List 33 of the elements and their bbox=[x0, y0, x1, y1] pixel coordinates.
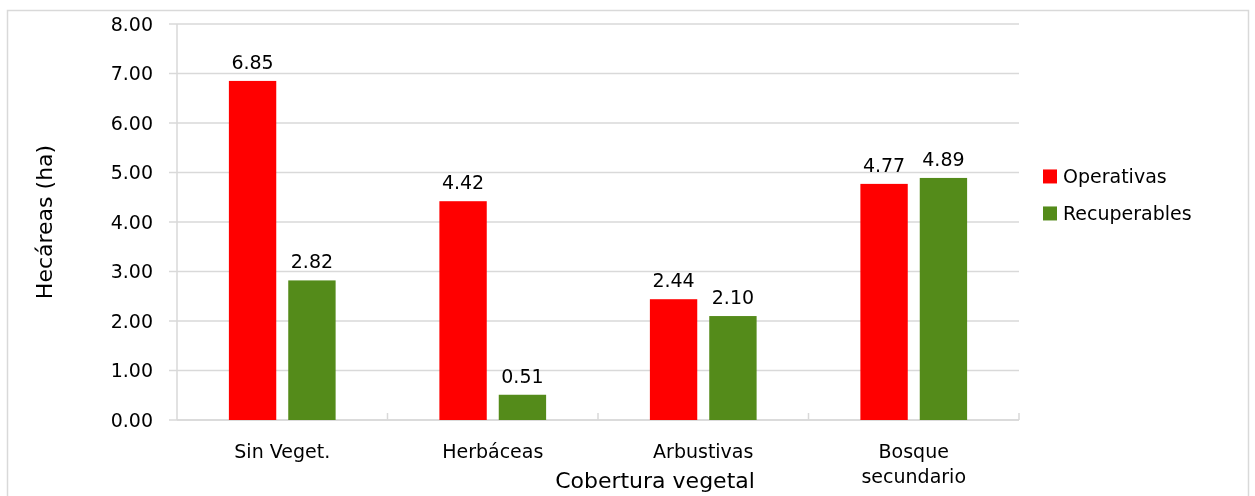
x-tick-label: Bosque secundario bbox=[861, 440, 967, 487]
y-tick-label: 2.00 bbox=[110, 309, 153, 332]
data-label: 4.89 bbox=[922, 147, 965, 170]
bar bbox=[649, 299, 698, 420]
data-label: 6.85 bbox=[231, 50, 274, 73]
y-tick-label: 6.00 bbox=[110, 111, 153, 134]
x-tick-label: Herbáceas bbox=[442, 440, 544, 462]
legend-label: Operativas bbox=[1063, 165, 1167, 188]
data-label: 2.10 bbox=[711, 286, 755, 309]
y-tick-label: 8.00 bbox=[110, 12, 153, 35]
bar bbox=[709, 316, 757, 420]
bar bbox=[228, 80, 277, 420]
y-axis-title: Hecáreas (ha) bbox=[32, 144, 57, 300]
x-tick-label: Arbustivas bbox=[653, 440, 754, 462]
data-label: 4.77 bbox=[862, 153, 906, 176]
bar bbox=[919, 177, 968, 420]
legend-label: Recuperables bbox=[1063, 202, 1192, 225]
y-tick-label: 0.00 bbox=[110, 408, 153, 431]
y-tick-label: 5.00 bbox=[110, 161, 153, 184]
x-axis-title: Cobertura vegetal bbox=[555, 468, 755, 493]
bar bbox=[498, 394, 547, 420]
data-label: 4.42 bbox=[441, 171, 485, 194]
y-tick-label: 7.00 bbox=[110, 62, 153, 85]
data-label: 2.82 bbox=[290, 250, 334, 273]
x-tick-label: Sin Veget. bbox=[234, 440, 331, 462]
bar bbox=[860, 183, 908, 420]
bar bbox=[439, 201, 487, 420]
data-label: 2.44 bbox=[652, 269, 695, 292]
y-tick-label: 1.00 bbox=[110, 359, 153, 382]
y-tick-label: 4.00 bbox=[110, 210, 153, 233]
data-label: 0.51 bbox=[501, 364, 544, 387]
bar bbox=[288, 280, 336, 420]
y-tick-label: 3.00 bbox=[110, 260, 153, 283]
